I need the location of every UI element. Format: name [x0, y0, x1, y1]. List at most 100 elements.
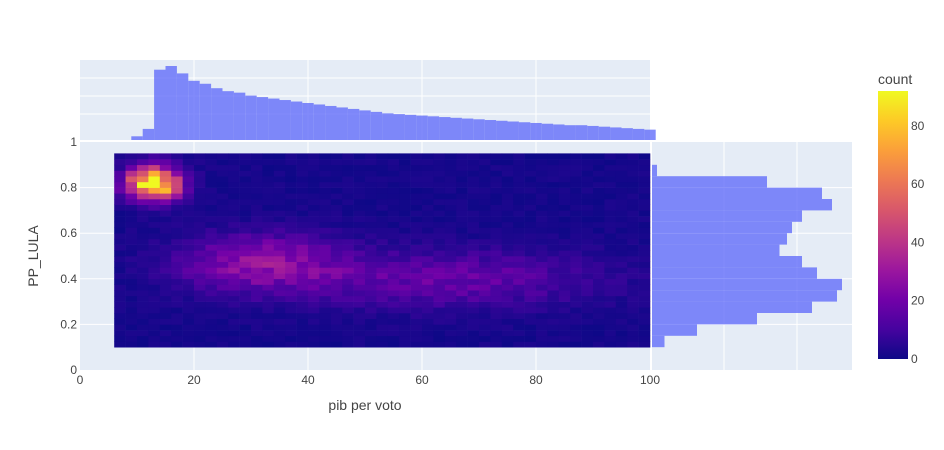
heatmap-cell[interactable] [422, 227, 434, 234]
heatmap-cell[interactable] [308, 216, 320, 223]
heatmap-cell[interactable] [513, 176, 525, 183]
heatmap-cell[interactable] [627, 187, 639, 194]
heatmap-cell[interactable] [593, 335, 605, 342]
heatmap-cell[interactable] [171, 176, 183, 183]
heatmap-cell[interactable] [467, 318, 480, 325]
heatmap-cell[interactable] [410, 267, 423, 274]
heatmap-cell[interactable] [524, 256, 537, 262]
heatmap-cell[interactable] [216, 324, 229, 331]
heatmap-cell[interactable] [216, 330, 229, 337]
heatmap-cell[interactable] [376, 164, 389, 171]
heatmap-cell[interactable] [330, 341, 343, 348]
heatmap-cell[interactable] [125, 233, 138, 240]
heatmap-cell[interactable] [581, 193, 594, 200]
heatmap-cell[interactable] [273, 324, 286, 331]
heatmap-cell[interactable] [399, 181, 411, 188]
heatmap-cell[interactable] [638, 176, 651, 183]
heatmap-cell[interactable] [182, 204, 195, 211]
heatmap-cell[interactable] [422, 244, 434, 251]
heatmap-cell[interactable] [570, 164, 582, 171]
heatmap-cell[interactable] [342, 210, 354, 217]
heatmap-cell[interactable] [171, 164, 183, 171]
heatmap-cell[interactable] [159, 164, 172, 171]
heatmap-cell[interactable] [513, 341, 525, 348]
heatmap-cell[interactable] [330, 170, 343, 177]
heatmap-cell[interactable] [342, 227, 354, 234]
heatmap-cell[interactable] [604, 221, 617, 228]
heatmap-cell[interactable] [159, 290, 172, 297]
heatmap-cell[interactable] [513, 330, 525, 337]
heatmap-cell[interactable] [456, 216, 468, 223]
heatmap-cell[interactable] [251, 341, 263, 348]
heatmap-cell[interactable] [296, 261, 309, 268]
heatmap-cell[interactable] [422, 335, 434, 342]
heatmap-cell[interactable] [638, 181, 651, 188]
heatmap-cell[interactable] [194, 227, 206, 234]
heatmap-cell[interactable] [251, 210, 263, 217]
heatmap-cell[interactable] [137, 290, 149, 297]
heatmap-cell[interactable] [501, 318, 514, 325]
heatmap-cell[interactable] [524, 318, 537, 325]
heatmap-cell[interactable] [422, 170, 434, 177]
heatmap-cell[interactable] [148, 335, 161, 342]
heatmap-cell[interactable] [194, 187, 206, 194]
heatmap-cell[interactable] [467, 204, 480, 211]
heatmap-cell[interactable] [330, 284, 343, 291]
heatmap-cell[interactable] [353, 256, 366, 262]
heatmap-cell[interactable] [137, 301, 149, 308]
heatmap-cell[interactable] [319, 204, 332, 211]
heatmap-cell[interactable] [558, 250, 571, 257]
heatmap-cell[interactable] [604, 313, 617, 319]
heatmap-cell[interactable] [342, 187, 354, 194]
heatmap-cell[interactable] [581, 324, 594, 331]
heatmap-cell[interactable] [433, 313, 446, 319]
heatmap-cell[interactable] [513, 164, 525, 171]
heatmap-cell[interactable] [376, 153, 389, 160]
heatmap-cell[interactable] [342, 318, 354, 325]
heatmap-cell[interactable] [251, 181, 263, 188]
heatmap-cell[interactable] [399, 187, 411, 194]
heatmap-cell[interactable] [137, 267, 149, 274]
heatmap-cell[interactable] [422, 250, 434, 257]
heatmap-cell[interactable] [581, 250, 594, 257]
heatmap-cell[interactable] [399, 278, 411, 285]
heatmap-cell[interactable] [501, 216, 514, 223]
heatmap-cell[interactable] [273, 164, 286, 171]
heatmap-cell[interactable] [159, 227, 172, 234]
heatmap-cell[interactable] [296, 199, 309, 205]
heatmap-cell[interactable] [433, 278, 446, 285]
heatmap-cell[interactable] [615, 181, 628, 188]
heatmap-cell[interactable] [137, 227, 149, 234]
heatmap-cell[interactable] [422, 176, 434, 183]
heatmap-cell[interactable] [593, 227, 605, 234]
heatmap-cell[interactable] [570, 181, 582, 188]
heatmap-cell[interactable] [365, 250, 377, 257]
heatmap-cell[interactable] [479, 216, 491, 223]
heatmap-cell[interactable] [262, 221, 275, 228]
heatmap-cell[interactable] [137, 313, 149, 319]
heatmap-cell[interactable] [570, 216, 582, 223]
heatmap-cell[interactable] [399, 250, 411, 257]
heatmap-cell[interactable] [216, 284, 229, 291]
heatmap-cell[interactable] [125, 204, 138, 211]
heatmap-cell[interactable] [262, 324, 275, 331]
heatmap-cell[interactable] [490, 250, 503, 257]
heatmap-cell[interactable] [513, 199, 525, 205]
heatmap-cell[interactable] [342, 284, 354, 291]
heatmap-cell[interactable] [308, 153, 320, 160]
heatmap-cell[interactable] [558, 187, 571, 194]
heatmap-cell[interactable] [570, 227, 582, 234]
heatmap-cell[interactable] [627, 170, 639, 177]
heatmap-cell[interactable] [433, 210, 446, 217]
histogram-y-bar[interactable] [652, 164, 657, 177]
heatmap-cell[interactable] [627, 284, 639, 291]
heatmap-cell[interactable] [615, 267, 628, 274]
heatmap-cell[interactable] [524, 324, 537, 331]
heatmap-cell[interactable] [581, 307, 594, 314]
heatmap-cell[interactable] [604, 267, 617, 274]
histogram-x-bar[interactable] [518, 122, 531, 140]
heatmap-cell[interactable] [251, 284, 263, 291]
heatmap-cell[interactable] [194, 181, 206, 188]
histogram-x-bar[interactable] [256, 97, 269, 140]
heatmap-cell[interactable] [239, 318, 252, 325]
